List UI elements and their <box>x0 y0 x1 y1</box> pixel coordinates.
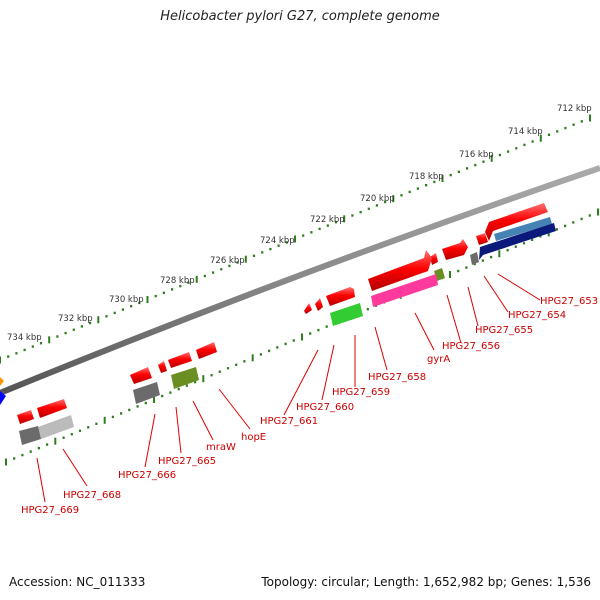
tick-label: 734 kbp <box>7 333 42 343</box>
gene-labels: HPG27_653 HPG27_654 HPG27_655 HPG27_656 … <box>21 296 598 516</box>
gene-label[interactable]: hopE <box>241 432 266 443</box>
tick-label: 714 kbp <box>508 127 543 137</box>
leader-line <box>483 275 509 313</box>
gene-arrow[interactable] <box>304 303 312 314</box>
tick-label: 730 kbp <box>109 295 144 305</box>
gene-arrow[interactable] <box>130 367 152 384</box>
gene-arrow[interactable] <box>442 239 468 260</box>
feature-block[interactable] <box>133 382 160 404</box>
leader-line <box>446 294 462 344</box>
feature-block[interactable] <box>171 367 199 389</box>
feature-block[interactable] <box>330 303 363 326</box>
gene-arrow[interactable] <box>17 410 34 424</box>
genome-backbone <box>0 165 600 396</box>
leader-line <box>175 406 182 454</box>
gene-label[interactable]: HPG27_656 <box>442 341 500 352</box>
gene-label[interactable]: HPG27_669 <box>21 505 79 516</box>
gene-arrow[interactable] <box>158 361 167 373</box>
feature-block[interactable] <box>494 217 552 241</box>
gene-arrow[interactable] <box>37 399 67 418</box>
gene-label[interactable]: HPG27_665 <box>158 456 216 467</box>
tick-label: 728 kbp <box>160 276 195 286</box>
gene-arrow[interactable] <box>476 233 488 245</box>
leader-line <box>321 344 335 401</box>
leader-line <box>144 413 156 468</box>
tick-label: 732 kbp <box>58 314 93 324</box>
outer-tick-track <box>0 114 591 364</box>
feature-blocks <box>19 217 556 445</box>
gene-label[interactable]: HPG27_658 <box>368 372 426 383</box>
accession-text: Accession: NC_011333 <box>9 575 146 589</box>
gene-label[interactable]: HPG27_659 <box>332 387 390 398</box>
gene-arrow <box>0 377 4 386</box>
leader-line <box>497 273 541 301</box>
leader-line <box>218 388 251 430</box>
gene-arrow[interactable] <box>315 298 323 311</box>
gene-label[interactable]: HPG27_668 <box>63 490 121 501</box>
tick-label: 716 kbp <box>459 150 494 160</box>
feature-block[interactable] <box>371 274 438 307</box>
gene-label[interactable]: HPG27_666 <box>118 470 176 481</box>
gene-label[interactable]: HPG27_661 <box>260 416 318 427</box>
gene-label[interactable]: HPG27_655 <box>475 325 533 336</box>
tick-label: 726 kbp <box>210 256 245 266</box>
gene-arrow[interactable] <box>168 352 192 368</box>
gene-label[interactable]: gyrA <box>427 354 450 365</box>
feature-block[interactable] <box>38 415 74 439</box>
tick-label: 722 kbp <box>310 215 345 225</box>
forward-genes <box>0 203 548 424</box>
leader-line <box>414 312 435 351</box>
feature-block[interactable] <box>470 252 479 265</box>
leader-line <box>467 286 479 327</box>
gene-arrow[interactable] <box>196 342 217 359</box>
feature-block[interactable] <box>479 223 556 260</box>
gene-arrow[interactable] <box>326 287 355 306</box>
gene-label[interactable]: HPG27_654 <box>508 310 566 321</box>
feature-block[interactable] <box>19 426 41 445</box>
tick-labels: 712 kbp 714 kbp 716 kbp 718 kbp 720 kbp … <box>7 104 592 343</box>
label-leaders <box>36 273 541 503</box>
gene-arrow[interactable] <box>368 250 432 291</box>
feature-block[interactable] <box>434 268 445 281</box>
leader-line <box>283 349 319 416</box>
leader-line <box>36 457 46 503</box>
tick-label: 720 kbp <box>360 194 395 204</box>
leader-line <box>192 400 214 441</box>
gene-arrow <box>0 391 6 405</box>
genome-summary-text: Topology: circular; Length: 1,652,982 bp… <box>261 575 591 589</box>
tick-label: 724 kbp <box>260 236 295 246</box>
leader-line <box>374 326 388 371</box>
leader-line <box>62 448 88 487</box>
tick-label: 712 kbp <box>557 104 592 114</box>
map-title: Helicobacter pylori G27, complete genome <box>160 9 440 24</box>
gene-arrow[interactable] <box>485 203 548 241</box>
gene-label[interactable]: HPG27_660 <box>296 402 354 413</box>
gene-label[interactable]: mraW <box>206 442 236 453</box>
gene-label[interactable]: HPG27_653 <box>540 296 598 307</box>
tick-label: 718 kbp <box>409 172 444 182</box>
gene-arrow[interactable] <box>430 253 438 265</box>
